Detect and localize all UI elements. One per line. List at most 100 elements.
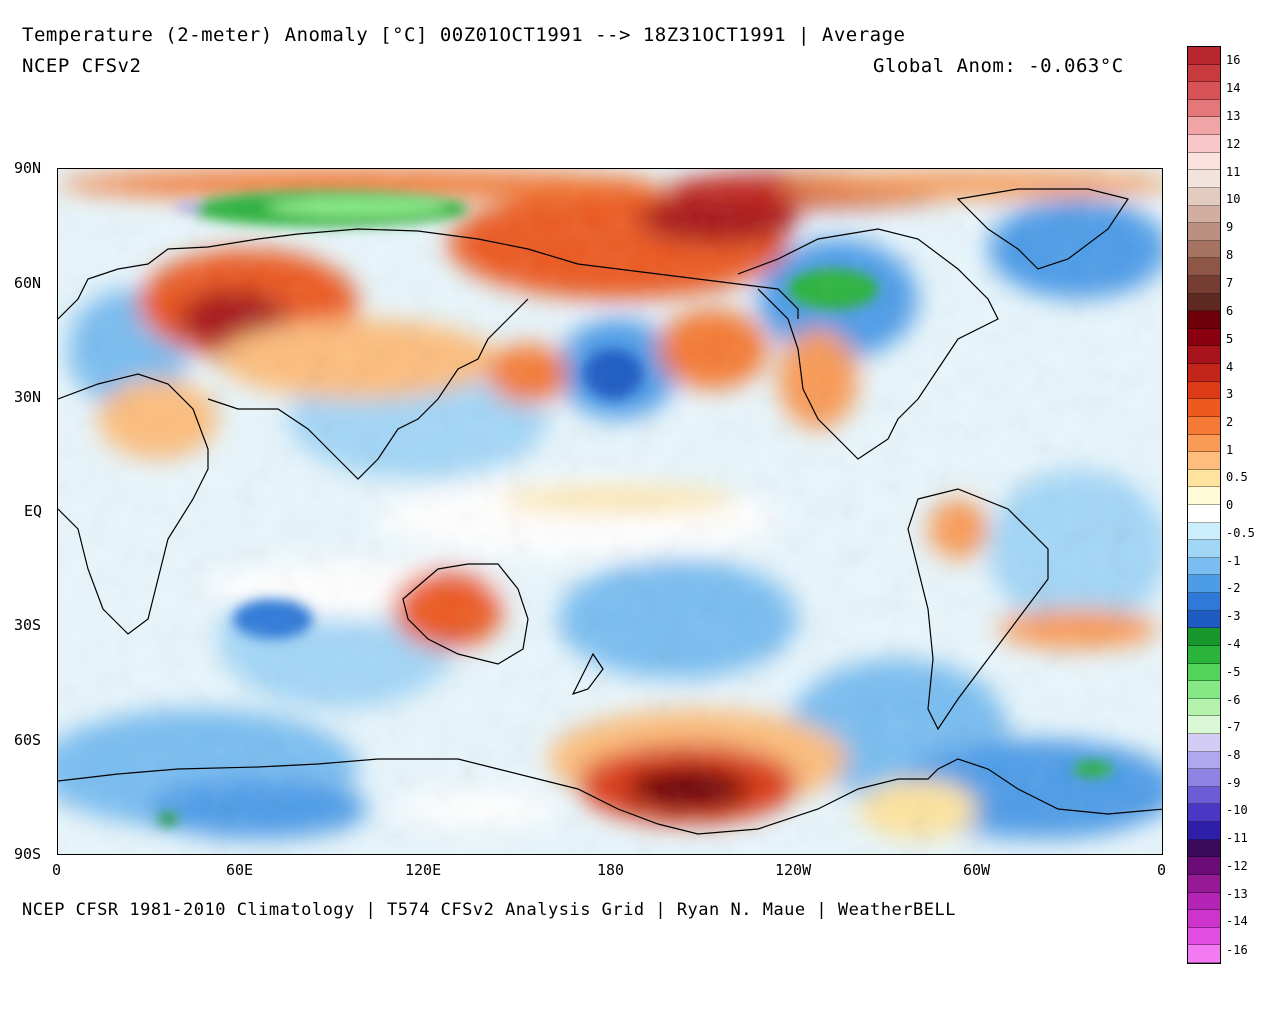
colorbar-swatch [1188,804,1220,823]
colorbar-swatch [1188,187,1220,206]
colorbar-swatch [1188,452,1220,470]
colorbar-label: 4 [1226,360,1234,374]
colorbar-label: 2 [1226,415,1234,429]
colorbar-label: -4 [1226,637,1241,651]
colorbar-swatch [1188,522,1220,541]
colorbar-label: -13 [1226,887,1248,901]
colorbar-label: 0 [1226,498,1234,512]
colorbar-swatch [1188,945,1220,963]
colorbar-swatch [1188,557,1220,576]
colorbar-label: -9 [1226,776,1241,790]
colorbar-swatch [1188,364,1220,382]
lon-label-0-east: 0 [1157,861,1167,879]
colorbar-swatch [1188,786,1220,805]
colorbar-label: -6 [1226,693,1241,707]
colorbar-swatch [1188,505,1220,523]
greenland-coast [956,188,1129,270]
colorbar-label: 0.5 [1226,470,1248,484]
lon-label-60w: 60W [963,861,991,879]
colorbar-swatch [1188,64,1220,83]
lon-label-120w: 120W [775,861,812,879]
lat-label-30s: 30S [14,616,42,634]
colorbar-swatch [1188,751,1220,770]
south-america-coast [907,488,1049,731]
colorbar-swatch [1188,170,1220,188]
colorbar-swatch [1188,874,1220,893]
colorbar-swatch [1188,857,1220,875]
colorbar-label: -16 [1226,943,1248,957]
colorbar-label: 6 [1226,304,1234,318]
antarctica-coast [58,758,1162,835]
colorbar-swatch [1188,311,1220,329]
colorbar-swatch [1188,822,1220,840]
colorbar-label: -1 [1226,554,1241,568]
colorbar-label: -14 [1226,914,1248,928]
colorbar-label: 8 [1226,248,1234,262]
lat-label-90n: 90N [14,159,42,177]
colorbar-swatch [1188,135,1220,153]
colorbar-swatch [1188,223,1220,241]
global-anomaly-label: Global Anom: -0.063°C [873,55,1124,77]
colorbar-swatch [1188,645,1220,664]
colorbar-swatch [1188,663,1220,682]
colorbar-swatch [1188,346,1220,365]
colorbar-swatch [1188,839,1220,858]
colorbar-swatch [1188,293,1220,312]
colorbar-label: -12 [1226,859,1248,873]
asia-south-coast [207,298,529,480]
colorbar-swatch [1188,82,1220,100]
colorbar-label: 11 [1226,165,1241,179]
colorbar-swatch [1188,240,1220,259]
lat-label-60s: 60S [14,731,42,749]
lat-label-60n: 60N [14,274,42,292]
new-zealand-coast [571,652,604,696]
colorbar-label: -11 [1226,831,1248,845]
colorbar-swatch [1188,416,1220,435]
lon-label-120e: 120E [405,861,442,879]
australia-coast [402,563,529,665]
lat-label-90s: 90S [14,845,42,863]
lat-label-30n: 30N [14,388,42,406]
colorbar-label: 13 [1226,109,1241,123]
colorbar [1187,46,1221,964]
colorbar-label: -3 [1226,609,1241,623]
lat-label-eq: EQ [24,502,43,520]
chart-title: Temperature (2-meter) Anomaly [°C] 00Z01… [22,24,906,46]
coastlines [58,188,1162,835]
eurasia-coast [58,228,799,320]
colorbar-swatch [1188,716,1220,734]
colorbar-swatch [1188,99,1220,118]
map-canvas [58,169,1162,854]
colorbar-swatch [1188,47,1220,65]
colorbar-swatch [1188,910,1220,928]
colorbar-swatch [1188,381,1220,400]
colorbar-swatch [1188,399,1220,417]
colorbar-swatch [1188,205,1220,224]
model-label: NCEP CFSv2 [22,55,142,77]
colorbar-swatch [1188,892,1220,911]
colorbar-label: 7 [1226,276,1234,290]
colorbar-label: 5 [1226,332,1234,346]
colorbar-label: -7 [1226,720,1241,734]
colorbar-swatch [1188,328,1220,347]
lon-label-180: 180 [597,861,625,879]
colorbar-swatch [1188,628,1220,646]
colorbar-swatch [1188,117,1220,136]
colorbar-swatch [1188,769,1220,787]
colorbar-label: -2 [1226,581,1241,595]
colorbar-label: 14 [1226,81,1241,95]
anomaly-map [57,168,1163,855]
colorbar-label: -10 [1226,803,1248,817]
colorbar-label: 12 [1226,137,1241,151]
colorbar-label: 1 [1226,443,1234,457]
colorbar-swatch [1188,681,1220,699]
colorbar-swatch [1188,469,1220,488]
colorbar-swatch [1188,276,1220,294]
colorbar-label: 10 [1226,192,1241,206]
north-america-coast [737,228,999,460]
africa-coast [58,373,209,635]
colorbar-label: -8 [1226,748,1241,762]
colorbar-swatch [1188,610,1220,629]
lon-label-60e: 60E [226,861,254,879]
footer-credit: NCEP CFSR 1981-2010 Climatology | T574 C… [22,900,956,920]
